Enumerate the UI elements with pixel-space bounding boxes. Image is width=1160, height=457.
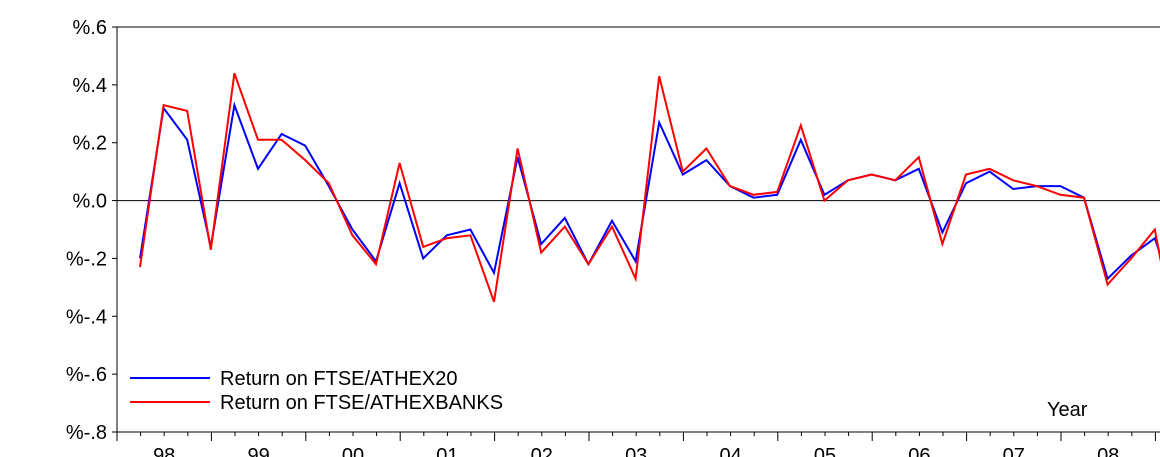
y-tick-label: %.6	[73, 17, 107, 39]
year-annotation: Year	[1047, 399, 1088, 421]
legend-label-1: Return on FTSE/ATHEX20	[220, 368, 458, 390]
y-tick-label: %-.6	[66, 364, 107, 386]
x-tick-label: 08	[1097, 445, 1119, 457]
x-tick-label: 06	[908, 445, 930, 457]
y-tick-label: %.2	[73, 133, 107, 155]
series-line-1	[139, 101, 1160, 281]
y-tick-label: %-.2	[66, 248, 107, 270]
y-tick-label: %.0	[73, 191, 107, 213]
legend-label-2: Return on FTSE/ATHEXBANKS	[220, 392, 503, 414]
series-group	[139, 72, 1160, 303]
y-tick-label: %-.4	[66, 306, 107, 328]
x-tick-label: 02	[531, 445, 553, 457]
x-tick-label: 00	[342, 445, 364, 457]
y-axis: %.6 %.4 %.2 %.0 %-.2 %-.4 %-.6 %-.8	[66, 17, 1160, 444]
x-tick-label: 03	[625, 445, 647, 457]
x-tick-label: 04	[719, 445, 741, 457]
series-line-2	[139, 72, 1160, 303]
x-tick-label: 07	[1003, 445, 1025, 457]
x-tick-label: 99	[247, 445, 269, 457]
y-tick-label: %-.8	[66, 422, 107, 444]
x-tick-label: 98	[153, 445, 175, 457]
x-tick-label: 01	[436, 445, 458, 457]
x-axis: 98 99 00 01 02 03 04 05 06 07 08	[116, 431, 1160, 457]
y-tick-label: %.4	[73, 75, 107, 97]
x-tick-label: 05	[814, 445, 836, 457]
